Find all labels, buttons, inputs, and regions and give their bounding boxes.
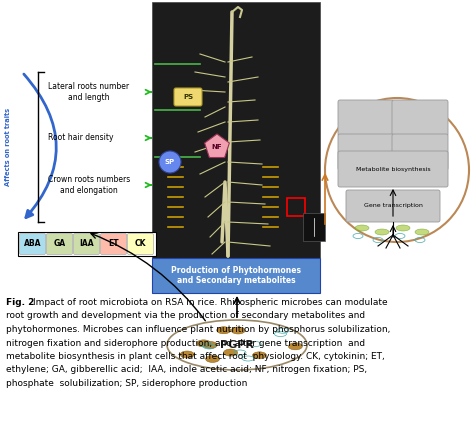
Ellipse shape xyxy=(288,343,302,350)
Text: nitrogen fixation and siderophore production, and alter gene transcription  and: nitrogen fixation and siderophore produc… xyxy=(6,339,365,348)
Ellipse shape xyxy=(253,352,266,359)
Text: PS: PS xyxy=(183,94,193,100)
Ellipse shape xyxy=(203,342,217,348)
FancyBboxPatch shape xyxy=(73,233,100,254)
Ellipse shape xyxy=(375,229,389,235)
Text: NF: NF xyxy=(212,144,222,150)
FancyBboxPatch shape xyxy=(338,151,448,187)
Text: Gene transcription: Gene transcription xyxy=(364,204,422,208)
FancyBboxPatch shape xyxy=(346,190,440,222)
FancyBboxPatch shape xyxy=(46,233,73,254)
Bar xyxy=(152,2,320,258)
FancyBboxPatch shape xyxy=(338,134,394,170)
Text: metabolite biosynthesis in plant cells that affect root  physiology. CK, cytokin: metabolite biosynthesis in plant cells t… xyxy=(6,352,385,361)
Text: GA: GA xyxy=(54,239,65,248)
Ellipse shape xyxy=(217,327,231,334)
FancyBboxPatch shape xyxy=(100,233,127,254)
Circle shape xyxy=(159,151,181,173)
FancyArrowPatch shape xyxy=(24,74,56,218)
Text: SP: SP xyxy=(165,159,175,165)
Ellipse shape xyxy=(197,340,210,347)
Text: Crown roots numbers
and elongation: Crown roots numbers and elongation xyxy=(48,175,130,195)
FancyBboxPatch shape xyxy=(174,88,202,106)
Text: phosphate  solubilization; SP, siderophore production: phosphate solubilization; SP, siderophor… xyxy=(6,379,247,388)
Ellipse shape xyxy=(206,355,219,363)
Text: Lateral roots number
and length: Lateral roots number and length xyxy=(48,82,129,102)
FancyBboxPatch shape xyxy=(392,134,448,170)
Text: CK: CK xyxy=(135,239,146,248)
Bar xyxy=(303,213,325,241)
Text: Fig. 2: Fig. 2 xyxy=(6,298,37,307)
Bar xyxy=(287,198,305,216)
Text: Affects on root traits: Affects on root traits xyxy=(5,108,11,186)
Ellipse shape xyxy=(355,225,369,231)
Circle shape xyxy=(325,98,469,242)
Text: Root hair density: Root hair density xyxy=(48,133,113,143)
FancyBboxPatch shape xyxy=(19,233,46,254)
FancyBboxPatch shape xyxy=(392,100,448,136)
Ellipse shape xyxy=(231,327,245,334)
FancyBboxPatch shape xyxy=(152,258,320,293)
Bar xyxy=(18,232,156,256)
Ellipse shape xyxy=(167,320,307,370)
Text: Metabolite biosynthesis: Metabolite biosynthesis xyxy=(356,167,430,172)
FancyBboxPatch shape xyxy=(128,233,154,254)
Text: ET: ET xyxy=(108,239,119,248)
Ellipse shape xyxy=(224,349,237,356)
Text: Impact of root microbiota on RSA in rice. Rhizospheric microbes can modulate: Impact of root microbiota on RSA in rice… xyxy=(33,298,388,307)
Text: Production of Phytohormones
and Secondary metabolites: Production of Phytohormones and Secondar… xyxy=(171,266,301,285)
FancyBboxPatch shape xyxy=(338,100,394,136)
Text: ethylene; GA, gibberellic acid;  IAA, indole acetic acid; NF, nitrogen fixation;: ethylene; GA, gibberellic acid; IAA, ind… xyxy=(6,366,367,374)
Text: ABA: ABA xyxy=(24,239,41,248)
Ellipse shape xyxy=(415,229,429,235)
Text: root growth and development via the production of secondary metabolites and: root growth and development via the prod… xyxy=(6,311,365,320)
Text: phytohormones. Microbes can influence plant nutrition by phosphorus solubilizati: phytohormones. Microbes can influence pl… xyxy=(6,325,391,334)
Ellipse shape xyxy=(396,225,410,231)
Text: IAA: IAA xyxy=(79,239,94,248)
Text: PGPR: PGPR xyxy=(220,340,254,350)
Ellipse shape xyxy=(180,351,194,358)
